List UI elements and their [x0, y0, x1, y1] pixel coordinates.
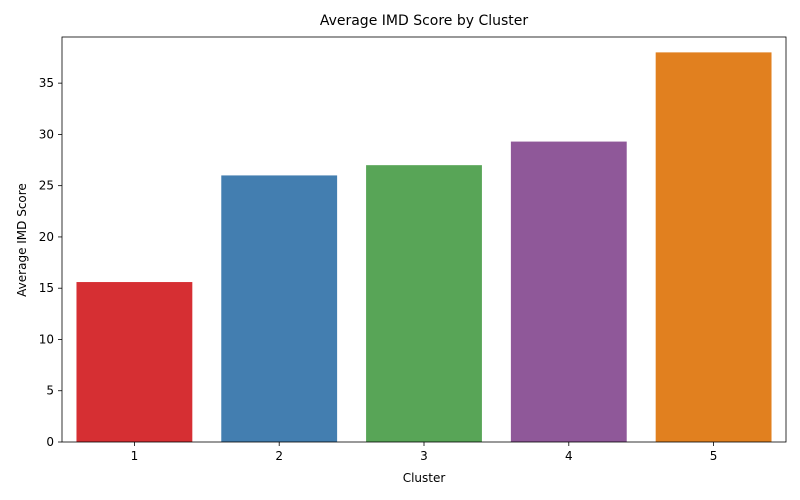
bar-cluster-5 — [655, 52, 772, 442]
y-tick-label: 0 — [46, 435, 54, 449]
plot-frame — [61, 36, 787, 443]
y-tick-label: 35 — [39, 76, 54, 90]
y-tick-label: 20 — [39, 230, 54, 244]
x-tick-label: 2 — [275, 449, 283, 463]
x-axis-ticks: 1 2 3 4 5 — [131, 442, 718, 463]
bar-cluster-4 — [510, 141, 627, 442]
y-tick-label: 5 — [46, 384, 54, 398]
chart-title: Average IMD Score by Cluster — [320, 13, 529, 29]
x-tick-label: 3 — [420, 449, 428, 463]
bar-cluster-3 — [366, 165, 482, 442]
y-tick-label: 30 — [39, 127, 54, 141]
x-tick-label: 5 — [710, 449, 718, 463]
x-axis-label: Cluster — [403, 471, 446, 485]
x-tick-label: 4 — [565, 449, 573, 463]
x-tick-label: 1 — [131, 449, 139, 463]
y-tick-label: 10 — [39, 332, 54, 346]
y-axis-label: Average IMD Score — [15, 183, 29, 297]
y-axis-ticks: 0 5 10 15 20 25 30 35 — [39, 76, 62, 449]
bar-cluster-2 — [221, 175, 338, 442]
bars-group — [76, 52, 772, 442]
y-tick-label: 15 — [39, 281, 54, 295]
bar-cluster-1 — [76, 282, 193, 442]
y-tick-label: 25 — [39, 179, 54, 193]
